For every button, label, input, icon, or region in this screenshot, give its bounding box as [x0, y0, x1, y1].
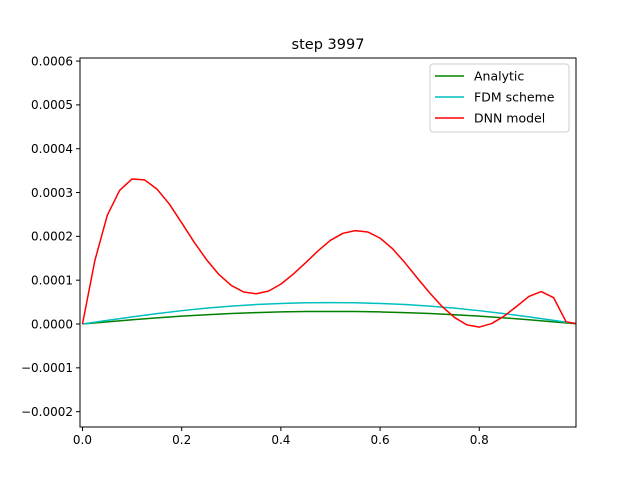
x-tick-label: 0.0: [73, 433, 92, 447]
series-line-2: [82, 301, 576, 325]
series-line-3: [81, 178, 576, 328]
y-tick-label: −0.0001: [21, 361, 73, 375]
legend: Analytic FDM scheme DNN model: [429, 63, 570, 133]
x-tick-label: 0.2: [172, 433, 191, 447]
x-tick-label: 0.8: [470, 433, 489, 447]
plot-frame: [79, 57, 577, 428]
chart-title: step 3997: [292, 37, 365, 53]
y-tick-label: 0.0003: [31, 186, 73, 200]
series-lines: [81, 178, 576, 328]
x-axis: 0.0 0.2 0.4 0.6 0.8: [73, 427, 489, 447]
y-tick-label: 0.0001: [31, 273, 73, 287]
x-tick-label: 0.6: [371, 433, 390, 447]
legend-label: DNN model: [474, 111, 545, 126]
y-tick-label: 0.0000: [31, 317, 73, 331]
series-line-1: [82, 310, 576, 325]
x-tick-label: 0.4: [271, 433, 290, 447]
y-tick-label: 0.0006: [31, 54, 73, 68]
y-axis: −0.0002 −0.0001 0.0000 0.0001 0.0002 0.0003 0.…: [21, 54, 80, 419]
y-tick-label: 0.0005: [31, 98, 73, 112]
legend-box: [429, 63, 570, 133]
y-tick-label: −0.0002: [21, 405, 73, 419]
legend-label: Analytic: [474, 69, 524, 84]
y-tick-label: 0.0002: [31, 230, 73, 244]
y-tick-label: 0.0004: [31, 142, 73, 156]
legend-label: FDM scheme: [474, 90, 555, 105]
